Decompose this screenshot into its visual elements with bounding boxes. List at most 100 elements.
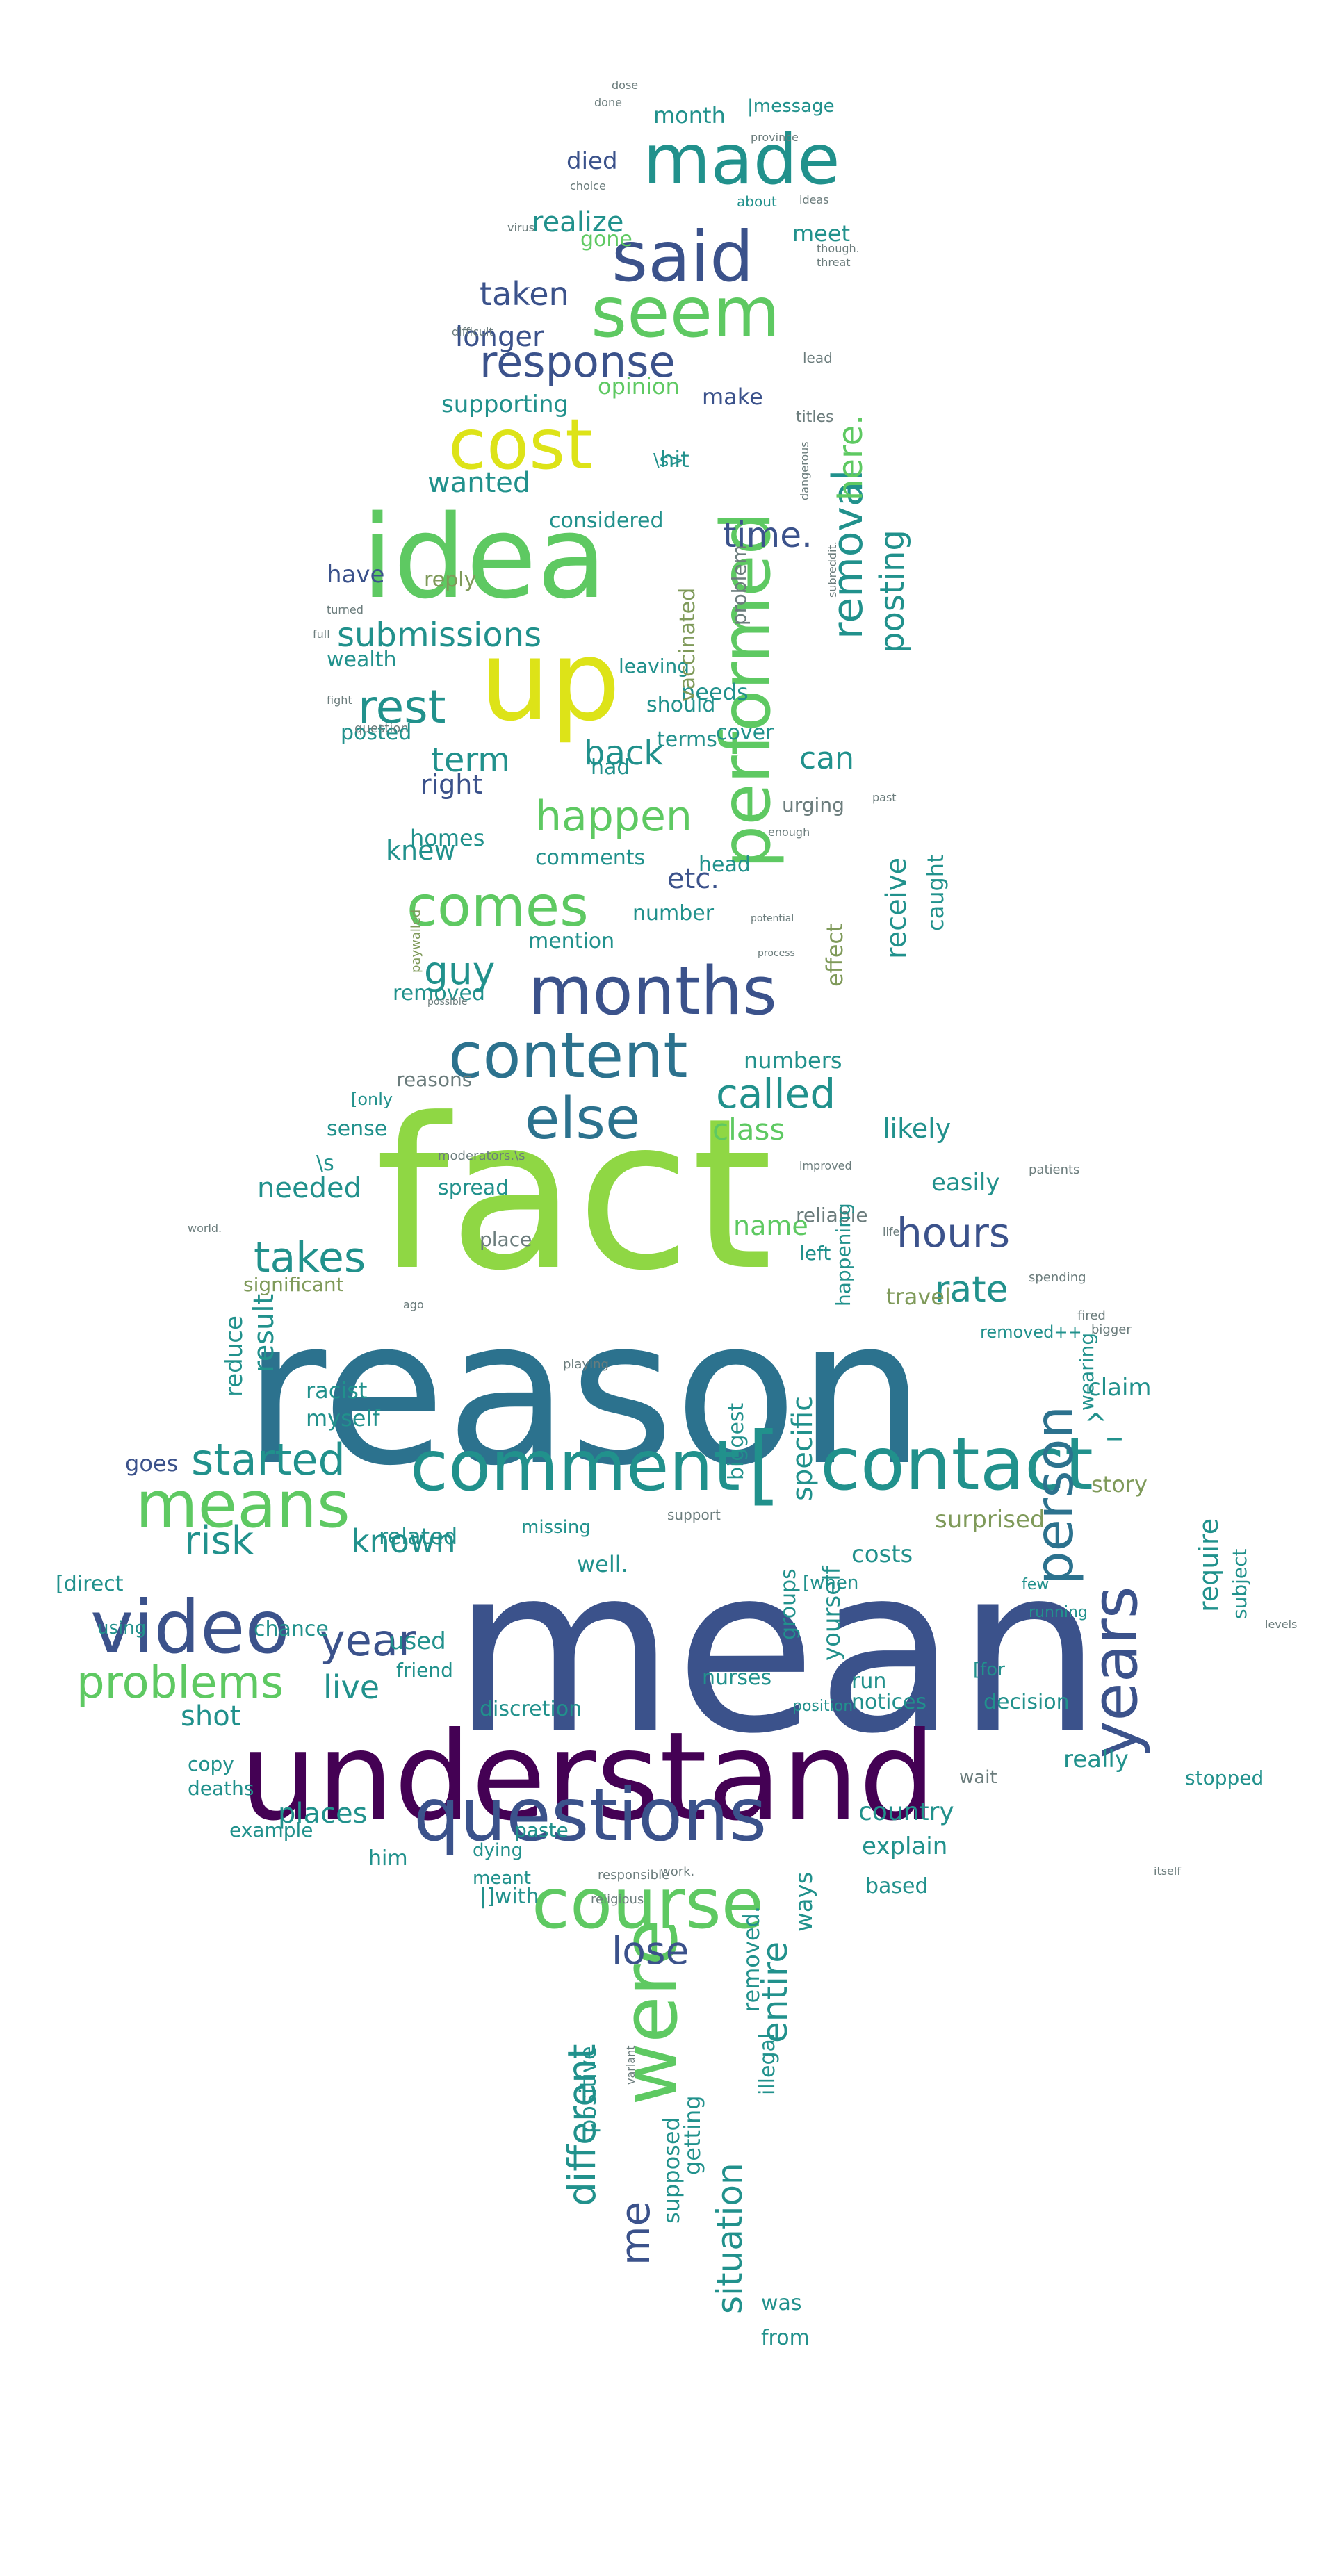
word-realize: realize [532, 206, 624, 238]
word-years: years [1079, 1586, 1152, 1758]
word-sense: sense [327, 1117, 388, 1141]
word-make: make [702, 384, 763, 410]
word-friend: friend [396, 1659, 453, 1682]
word-spending: spending [1029, 1270, 1086, 1285]
word-patients: patients [1029, 1163, 1080, 1177]
word-ways: ways [790, 1871, 818, 1932]
word-person: person [1024, 1405, 1085, 1584]
word-idea: idea [361, 491, 607, 624]
word-threat: threat [817, 256, 851, 269]
word-s: \s [316, 1151, 334, 1176]
word-needs: needs [681, 679, 749, 705]
word-position: position [792, 1698, 854, 1715]
word-comment: comment [410, 1425, 741, 1507]
word-rest: rest [358, 680, 446, 734]
word-enough: enough [768, 826, 810, 839]
word-surprised: surprised [935, 1506, 1045, 1534]
word-etc: etc. [667, 863, 719, 895]
word-hit: hit [660, 446, 689, 473]
word-comes: comes [407, 874, 589, 939]
word-running: running [1029, 1604, 1088, 1621]
word-fight: fight [327, 694, 352, 707]
word-response: response [480, 336, 676, 387]
word-gone: gone [580, 227, 632, 252]
word-cover: cover [716, 721, 774, 745]
word-stopped: stopped [1185, 1766, 1264, 1789]
word-dose: dose [612, 79, 639, 92]
word-problem: problem [728, 545, 751, 625]
word-else: else [525, 1086, 641, 1152]
word-live: live [323, 1668, 380, 1706]
word-content: content [448, 1019, 688, 1092]
word-s: \s> [653, 450, 685, 471]
word-time: time. [723, 515, 813, 555]
word-biggest: biggest [724, 1402, 749, 1480]
word-though: though. [817, 242, 860, 255]
word-process: process [758, 948, 795, 959]
word-moderators-s: moderators.\s [438, 1149, 525, 1163]
word-here: here. [831, 414, 870, 500]
word-discretion: discretion [480, 1697, 582, 1721]
word-wait: wait [959, 1767, 997, 1788]
word-leaving: leaving [619, 655, 690, 678]
word-caught: caught [922, 854, 949, 931]
word-province: province [751, 131, 799, 144]
word-removed: removed. [738, 1906, 765, 2012]
word-course: course [532, 1863, 765, 1944]
word-me: me [612, 2201, 659, 2265]
word-meet: meet [792, 220, 851, 247]
word-opinion: opinion [598, 373, 680, 400]
word-only: [only [351, 1090, 393, 1109]
word-reasons: reasons [396, 1068, 473, 1091]
word-head: head [699, 853, 751, 877]
word-significant: significant [243, 1273, 344, 1296]
word-full: full [313, 627, 330, 641]
word-racist: racist [306, 1377, 368, 1404]
word-submissions: submissions [337, 616, 542, 655]
word-back: back [584, 734, 664, 773]
word-reply: reply [424, 568, 477, 592]
word-lose: lose [612, 1928, 689, 1973]
word-improved: improved [799, 1159, 852, 1172]
word-wearing: wearing [1075, 1332, 1098, 1411]
word-wealth: wealth [327, 648, 397, 672]
word-said: said [612, 216, 754, 297]
word-based: based [865, 1874, 929, 1898]
word-well: well. [577, 1551, 628, 1577]
word-means: means [136, 1468, 350, 1542]
word-class: class [712, 1113, 785, 1147]
word-for: [for [973, 1659, 1005, 1680]
word-happen: happen [535, 792, 692, 841]
word-easily: easily [931, 1169, 1000, 1197]
word-costs: costs [851, 1541, 913, 1568]
word-notices: notices [851, 1690, 927, 1714]
word-past: past [872, 791, 897, 804]
word-had: had [591, 755, 630, 780]
word-variant: variant [624, 2045, 637, 2085]
word-fact: fact [375, 1074, 774, 1316]
word-message: |message [747, 96, 835, 117]
word-effect: effect [822, 923, 848, 987]
word-run: run [851, 1669, 887, 1693]
word-guy: guy [424, 949, 496, 993]
word-with: |]with [480, 1885, 539, 1909]
word-claim: claim [1088, 1374, 1152, 1402]
word-myself: myself [306, 1405, 380, 1431]
word-groups: groups [776, 1568, 801, 1640]
word-dangerous: dangerous [798, 441, 811, 500]
word-takes: takes [254, 1233, 366, 1282]
word-reduce: reduce [220, 1315, 248, 1397]
word-places: places [278, 1798, 368, 1830]
word-playing: playing [563, 1357, 609, 1372]
word-considered: considered [549, 509, 664, 533]
word-supporting: supporting [441, 391, 569, 418]
word-posting: posting [873, 530, 912, 653]
word-story: story [1091, 1471, 1148, 1498]
word-titles: titles [796, 409, 834, 426]
word-fired: fired [1077, 1308, 1106, 1323]
word-direct: [direct [56, 1572, 124, 1596]
word-needed: needed [257, 1172, 361, 1204]
word-posted: posted [341, 721, 412, 745]
word-happening: happening [832, 1203, 855, 1306]
word-life: life [883, 1225, 900, 1238]
